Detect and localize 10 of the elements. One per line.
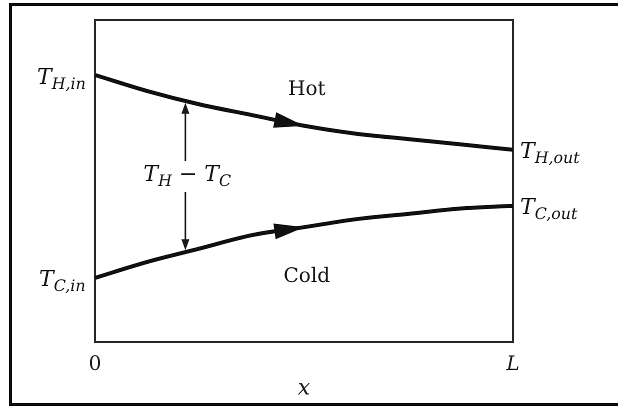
x-tick-label: 0	[88, 351, 102, 376]
annotation: T$_{H,out}$	[520, 139, 580, 168]
legend-label: Cold	[284, 263, 330, 288]
x-axis-title: x	[298, 376, 311, 401]
x-tick-label: L	[505, 351, 520, 376]
annotation: T$_{H}$ − T$_{C}$	[143, 162, 232, 190]
series-label: Hot	[288, 76, 326, 100]
annotation: T$_{H,in}$	[37, 64, 86, 93]
annotation: T$_{C,in}$	[39, 267, 86, 296]
annotation: T$_{C,out}$	[520, 195, 578, 224]
